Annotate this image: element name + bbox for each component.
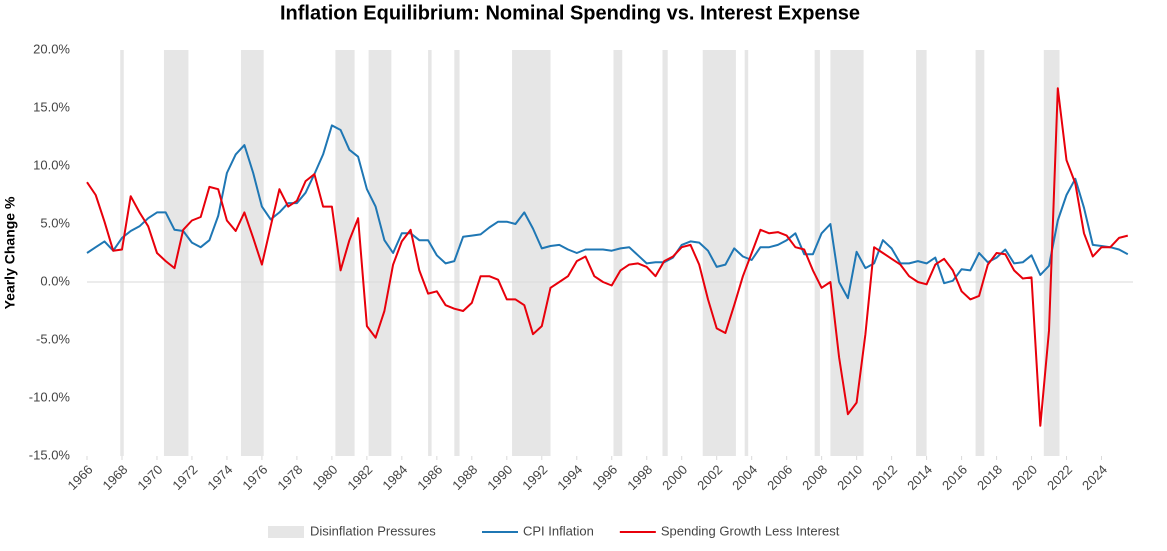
band <box>428 50 432 456</box>
x-tick-label: 2004 <box>729 462 760 493</box>
band <box>814 50 820 456</box>
x-tick-label: 1982 <box>344 462 375 493</box>
legend-label: Spending Growth Less Interest <box>661 523 840 538</box>
x-tick-label: 1984 <box>379 462 410 493</box>
y-tick-label: -10.0% <box>29 389 71 404</box>
x-tick-label: 2010 <box>834 462 865 493</box>
x-tick-label: 1992 <box>519 462 550 493</box>
band <box>662 50 668 456</box>
y-tick-label: 0.0% <box>40 273 70 288</box>
y-tick-label: -5.0% <box>36 331 70 346</box>
x-tick-label: 2000 <box>659 462 690 493</box>
x-tick-label: 2012 <box>869 462 900 493</box>
x-tick-label: 1974 <box>204 462 235 493</box>
legend-label: CPI Inflation <box>523 523 594 538</box>
x-tick-label: 2022 <box>1044 462 1075 493</box>
x-tick-label: 2002 <box>694 462 725 493</box>
band <box>240 50 264 456</box>
y-tick-label: 20.0% <box>33 41 70 56</box>
x-tick-label: 1996 <box>589 462 620 493</box>
x-tick-label: 2018 <box>974 462 1005 493</box>
x-tick-label: 2006 <box>764 462 795 493</box>
x-tick-label: 1988 <box>449 462 480 493</box>
band <box>744 50 749 456</box>
series-line <box>86 124 1129 300</box>
x-tick-label: 2020 <box>1009 462 1040 493</box>
x-tick-label: 1966 <box>64 462 95 493</box>
x-tick-label: 1968 <box>99 462 130 493</box>
y-tick-label: 5.0% <box>40 215 70 230</box>
band <box>512 50 551 456</box>
x-tick-label: 2008 <box>799 462 830 493</box>
series-line <box>86 87 1129 427</box>
x-tick-label: 1998 <box>624 462 655 493</box>
x-tick-label: 1976 <box>239 462 270 493</box>
y-tick-label: -15.0% <box>29 447 71 462</box>
band <box>368 50 392 456</box>
y-tick-label: 15.0% <box>33 99 70 114</box>
x-tick-label: 1972 <box>169 462 200 493</box>
legend-label: Disinflation Pressures <box>310 523 436 538</box>
band <box>163 50 189 456</box>
x-tick-label: 1990 <box>484 462 515 493</box>
x-tick-label: 2024 <box>1079 462 1110 493</box>
x-tick-label: 1978 <box>274 462 305 493</box>
band <box>916 50 927 456</box>
y-tick-label: 10.0% <box>33 157 70 172</box>
x-tick-label: 2016 <box>939 462 970 493</box>
x-tick-label: 1970 <box>134 462 165 493</box>
x-tick-label: 1980 <box>309 462 340 493</box>
x-tick-label: 1986 <box>414 462 445 493</box>
chart-title: Inflation Equilibrium: Nominal Spending … <box>280 2 860 24</box>
y-axis-label: Yearly Change % <box>2 196 18 309</box>
x-tick-label: 2014 <box>904 462 935 493</box>
band <box>120 50 124 456</box>
legend-swatch <box>268 526 304 538</box>
band <box>613 50 623 456</box>
x-tick-label: 1994 <box>554 462 585 493</box>
